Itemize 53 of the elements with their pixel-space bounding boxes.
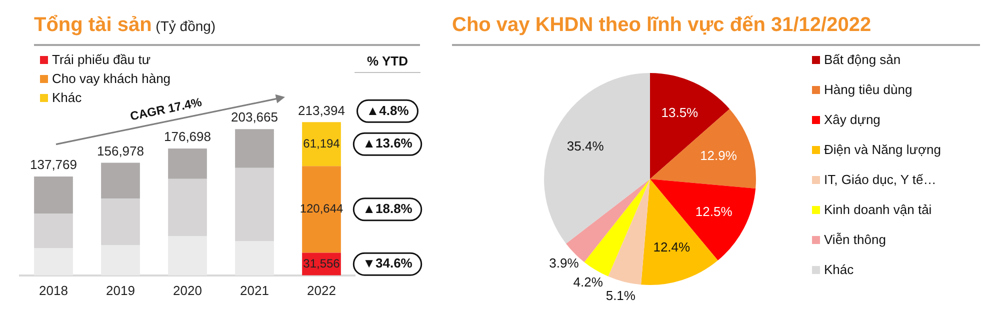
bar xyxy=(168,236,207,276)
legend-label: Xây dựng xyxy=(824,112,880,127)
bar xyxy=(302,122,341,166)
legend-label: IT, Giáo dục, Y tế… xyxy=(824,172,936,187)
bar xyxy=(34,214,73,248)
data-label: 35.4% xyxy=(566,138,604,154)
data-label: 61,194 xyxy=(303,136,340,150)
chart-subtitle: (Tỷ đồng) xyxy=(154,18,216,34)
legend-label: Cho vay khách hàng xyxy=(52,71,171,86)
data-label: 4.2% xyxy=(573,274,604,290)
bar xyxy=(235,168,274,242)
legend-label: Điện và Năng lượng xyxy=(824,142,941,157)
chart-title: Cho vay KHDN theo lĩnh vực đến 31/12/2022 xyxy=(452,14,872,36)
x-tick-label: 2020 xyxy=(173,282,202,298)
text: ▲13.6% xyxy=(362,136,413,151)
bar xyxy=(34,248,73,276)
bar xyxy=(101,162,140,199)
total-label: 176,698 xyxy=(164,129,211,144)
x-tick-label: 2019 xyxy=(106,282,135,298)
text: ▼34.6% xyxy=(362,256,413,271)
data-label: 3.9% xyxy=(549,255,580,270)
legend-label: Hàng tiêu dùng xyxy=(824,82,912,97)
legend-label: Khác xyxy=(824,262,854,277)
legend-label: Bất động sản xyxy=(824,52,901,67)
bar xyxy=(168,178,207,236)
text: ▲18.8% xyxy=(362,201,413,216)
bar xyxy=(168,148,207,179)
data-label: 31,556 xyxy=(303,256,340,270)
bar xyxy=(101,244,140,276)
bar xyxy=(101,198,140,245)
bar xyxy=(235,241,274,276)
x-tick-label: 2021 xyxy=(240,282,269,298)
text: ▲4.8% xyxy=(366,102,410,118)
legend-label: Khác xyxy=(52,90,82,105)
total-label: 156,978 xyxy=(97,143,144,158)
total-label: 203,665 xyxy=(231,110,278,125)
legend-label: Viễn thông xyxy=(824,232,886,247)
x-tick-label: 2018 xyxy=(39,282,68,298)
total-label: 213,394 xyxy=(298,102,345,118)
data-label: 5.1% xyxy=(606,288,636,303)
bar xyxy=(34,176,73,214)
data-label: 12.4% xyxy=(653,239,691,254)
data-label: 12.9% xyxy=(700,148,738,164)
data-label: 12.5% xyxy=(695,204,733,220)
annotation: CAGR 17.4% xyxy=(128,94,204,124)
bar xyxy=(235,129,274,168)
legend-label: Kinh doanh vận tải xyxy=(824,202,932,217)
total-label: 137,769 xyxy=(30,157,77,172)
chart-title: Tổng tài sản xyxy=(34,14,152,36)
legend-label: Trái phiếu đầu tư xyxy=(52,52,151,67)
text: % YTD xyxy=(367,54,408,69)
x-tick-label: 2022 xyxy=(307,282,336,298)
data-label: 13.5% xyxy=(661,104,699,120)
